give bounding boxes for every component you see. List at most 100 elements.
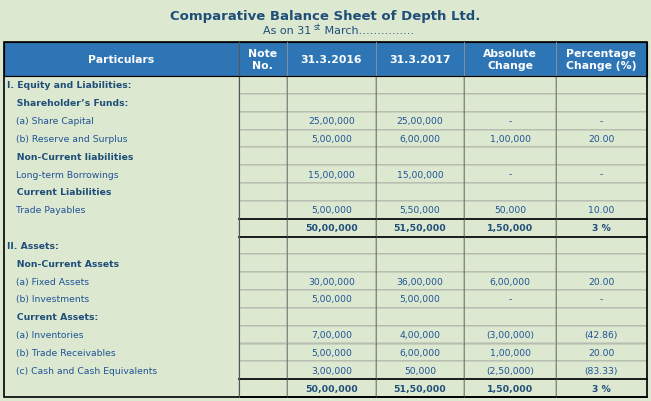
Bar <box>287 308 376 326</box>
Text: 51,50,000: 51,50,000 <box>394 384 447 393</box>
Bar <box>464 237 556 255</box>
Bar <box>376 95 464 112</box>
Bar <box>4 308 647 326</box>
Text: Note
No.: Note No. <box>248 49 277 71</box>
Text: -: - <box>600 170 603 179</box>
Bar <box>464 166 556 184</box>
Bar <box>239 95 287 112</box>
Bar <box>4 379 647 397</box>
Text: 5,00,000: 5,00,000 <box>311 206 352 215</box>
Bar <box>376 201 464 219</box>
Text: (3,00,000): (3,00,000) <box>486 330 534 339</box>
Text: 50,00,000: 50,00,000 <box>305 384 357 393</box>
Text: Current Assets:: Current Assets: <box>7 312 98 322</box>
Bar <box>4 130 647 148</box>
Bar <box>556 201 647 219</box>
Bar <box>287 379 376 397</box>
Text: Non-Current liabilities: Non-Current liabilities <box>7 152 133 161</box>
Bar <box>464 308 556 326</box>
Bar <box>376 290 464 308</box>
Text: Absolute
Change: Absolute Change <box>483 49 537 71</box>
Bar <box>376 326 464 344</box>
Bar <box>287 184 376 201</box>
Bar <box>239 77 287 95</box>
Text: Percentage
Change (%): Percentage Change (%) <box>566 49 637 71</box>
Text: -: - <box>508 117 512 126</box>
Bar <box>287 166 376 184</box>
Bar <box>239 166 287 184</box>
Bar <box>376 148 464 166</box>
Bar <box>376 379 464 397</box>
Bar <box>556 379 647 397</box>
Bar <box>4 326 647 344</box>
Bar <box>239 184 287 201</box>
Bar <box>239 112 287 130</box>
Bar <box>464 379 556 397</box>
Text: (a) Fixed Assets: (a) Fixed Assets <box>7 277 89 286</box>
Bar <box>4 361 647 379</box>
Text: 50,00,000: 50,00,000 <box>305 223 357 233</box>
Bar <box>239 219 287 237</box>
Text: 20.00: 20.00 <box>588 277 615 286</box>
Bar <box>4 219 647 237</box>
Bar <box>464 130 556 148</box>
Bar <box>376 166 464 184</box>
Text: 4,00,000: 4,00,000 <box>400 330 441 339</box>
Bar <box>239 379 287 397</box>
Bar <box>376 77 464 95</box>
Bar <box>556 237 647 255</box>
Bar <box>239 290 287 308</box>
Bar <box>287 273 376 290</box>
Bar <box>556 148 647 166</box>
Bar <box>4 95 647 112</box>
Text: 3 %: 3 % <box>592 384 611 393</box>
Text: (83.33): (83.33) <box>585 366 618 375</box>
Text: 6,00,000: 6,00,000 <box>490 277 531 286</box>
Text: 31.3.2017: 31.3.2017 <box>389 55 450 65</box>
Bar <box>4 43 647 77</box>
Text: st: st <box>314 23 321 32</box>
Bar <box>556 130 647 148</box>
Text: 3 %: 3 % <box>592 223 611 233</box>
Text: 10.00: 10.00 <box>588 206 615 215</box>
Text: (a) Inventories: (a) Inventories <box>7 330 83 339</box>
Bar <box>376 219 464 237</box>
Bar <box>239 237 287 255</box>
Bar <box>4 273 647 290</box>
Bar <box>239 361 287 379</box>
Bar <box>556 166 647 184</box>
Text: As on 31: As on 31 <box>263 26 311 36</box>
Bar <box>287 255 376 273</box>
Bar <box>287 219 376 237</box>
Bar <box>287 326 376 344</box>
Bar <box>287 201 376 219</box>
Bar <box>287 130 376 148</box>
Bar <box>287 77 376 95</box>
Bar <box>376 237 464 255</box>
Bar <box>4 237 647 255</box>
Text: 20.00: 20.00 <box>588 135 615 144</box>
Bar <box>464 77 556 95</box>
Text: 5,00,000: 5,00,000 <box>311 135 352 144</box>
Bar <box>4 290 647 308</box>
Text: Current Liabilities: Current Liabilities <box>7 188 111 197</box>
Bar <box>4 43 647 397</box>
Text: (a) Share Capital: (a) Share Capital <box>7 117 94 126</box>
Text: 5,00,000: 5,00,000 <box>311 295 352 304</box>
Text: -: - <box>600 117 603 126</box>
Text: 6,00,000: 6,00,000 <box>400 135 441 144</box>
Text: -: - <box>600 295 603 304</box>
Text: 5,50,000: 5,50,000 <box>400 206 440 215</box>
Text: (2,50,000): (2,50,000) <box>486 366 534 375</box>
Text: 36,00,000: 36,00,000 <box>396 277 443 286</box>
Bar <box>4 77 647 95</box>
Text: Non-Current Assets: Non-Current Assets <box>7 259 119 268</box>
Text: (b) Investments: (b) Investments <box>7 295 89 304</box>
Bar <box>287 112 376 130</box>
Bar <box>239 326 287 344</box>
Bar <box>4 184 647 201</box>
Bar <box>376 361 464 379</box>
Text: Long-term Borrowings: Long-term Borrowings <box>7 170 118 179</box>
Bar <box>4 166 647 184</box>
Text: 7,00,000: 7,00,000 <box>311 330 352 339</box>
